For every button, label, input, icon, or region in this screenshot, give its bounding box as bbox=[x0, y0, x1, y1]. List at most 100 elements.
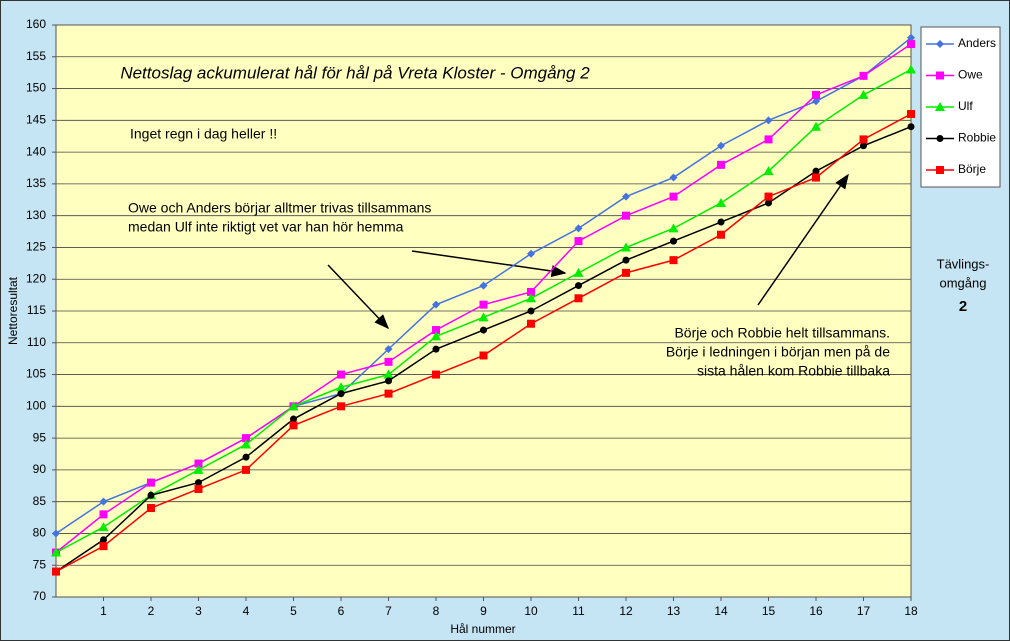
marker bbox=[432, 300, 440, 309]
marker bbox=[100, 536, 107, 544]
legend-marker bbox=[936, 166, 944, 174]
x-tick-label: 1 bbox=[100, 604, 107, 618]
marker bbox=[147, 491, 155, 499]
legend-marker bbox=[936, 135, 944, 142]
marker bbox=[669, 192, 678, 201]
x-tick-label: 9 bbox=[480, 604, 487, 618]
annotation: Owe och Anders börjar alltmer trivas til… bbox=[128, 200, 431, 216]
y-tick-label: 150 bbox=[26, 81, 46, 95]
y-tick-label: 130 bbox=[26, 208, 46, 222]
y-axis-label: Nettoresultat bbox=[6, 276, 20, 345]
marker bbox=[432, 326, 440, 335]
side-note: Tävlings- bbox=[937, 256, 990, 271]
y-tick-label: 85 bbox=[33, 494, 47, 508]
y-tick-label: 155 bbox=[26, 49, 46, 63]
marker bbox=[812, 167, 820, 175]
x-tick-label: 2 bbox=[148, 604, 155, 618]
annotation: Börje i ledningen i början men på de bbox=[666, 344, 890, 360]
marker bbox=[907, 40, 915, 49]
marker bbox=[383, 369, 394, 379]
x-axis-label: Hål nummer bbox=[450, 622, 515, 636]
y-tick-label: 100 bbox=[26, 399, 46, 413]
marker bbox=[431, 331, 441, 341]
marker bbox=[98, 522, 109, 532]
marker bbox=[337, 370, 345, 379]
x-tick-label: 13 bbox=[667, 604, 681, 618]
marker bbox=[99, 497, 108, 506]
marker bbox=[812, 97, 820, 106]
x-tick-label: 18 bbox=[904, 604, 918, 618]
marker bbox=[573, 267, 584, 277]
x-tick-label: 11 bbox=[572, 604, 585, 618]
marker bbox=[147, 478, 155, 487]
marker bbox=[622, 256, 630, 264]
marker bbox=[432, 345, 440, 353]
marker bbox=[242, 453, 250, 461]
marker bbox=[336, 382, 346, 392]
x-tick-label: 16 bbox=[809, 604, 823, 618]
marker bbox=[811, 121, 821, 131]
arrow bbox=[411, 250, 567, 278]
x-tick-label: 10 bbox=[524, 604, 538, 618]
marker bbox=[575, 282, 582, 290]
marker bbox=[432, 370, 440, 379]
marker bbox=[668, 223, 679, 233]
marker bbox=[764, 116, 773, 125]
legend-label: Ulf bbox=[958, 99, 973, 113]
x-tick-label: 7 bbox=[385, 604, 392, 618]
marker bbox=[622, 192, 630, 201]
y-tick-label: 160 bbox=[26, 17, 46, 31]
marker bbox=[526, 293, 536, 303]
marker bbox=[765, 199, 772, 207]
marker bbox=[288, 401, 299, 411]
marker bbox=[907, 109, 915, 118]
marker bbox=[669, 256, 678, 265]
marker bbox=[858, 89, 869, 99]
legend-marker bbox=[936, 71, 944, 80]
marker bbox=[384, 345, 393, 354]
arrow bbox=[757, 173, 849, 306]
marker bbox=[194, 484, 203, 493]
x-tick-label: 3 bbox=[195, 604, 202, 618]
marker bbox=[670, 237, 677, 245]
marker bbox=[384, 389, 393, 398]
marker bbox=[669, 173, 678, 182]
marker bbox=[716, 197, 726, 207]
annotation: Inget regn i dag heller !! bbox=[130, 126, 277, 142]
marker bbox=[478, 312, 489, 322]
y-tick-label: 80 bbox=[33, 526, 47, 540]
y-tick-label: 140 bbox=[26, 144, 46, 158]
marker bbox=[337, 402, 345, 411]
arrow bbox=[327, 264, 390, 330]
marker bbox=[907, 33, 915, 42]
x-tick-label: 17 bbox=[857, 604, 871, 618]
marker bbox=[527, 287, 535, 296]
marker bbox=[574, 224, 583, 233]
annotation: Börje och Robbie helt tillsammans. bbox=[674, 325, 890, 341]
x-tick-label: 4 bbox=[243, 604, 250, 618]
marker bbox=[289, 421, 298, 430]
x-tick-label: 6 bbox=[338, 604, 345, 618]
marker bbox=[337, 390, 345, 398]
marker bbox=[622, 268, 630, 277]
marker bbox=[717, 141, 725, 150]
y-tick-label: 115 bbox=[27, 303, 46, 317]
y-tick-label: 110 bbox=[27, 335, 46, 349]
side-note-number: 2 bbox=[959, 298, 967, 315]
marker bbox=[194, 459, 203, 468]
marker bbox=[241, 439, 251, 449]
marker bbox=[717, 160, 725, 169]
marker bbox=[763, 166, 774, 176]
marker bbox=[99, 510, 108, 519]
legend-marker bbox=[936, 40, 944, 48]
marker bbox=[290, 415, 297, 423]
marker bbox=[51, 547, 61, 557]
legend-marker bbox=[935, 102, 945, 111]
marker bbox=[52, 567, 60, 576]
marker bbox=[574, 294, 583, 303]
marker bbox=[717, 230, 725, 239]
marker bbox=[193, 464, 204, 474]
marker bbox=[479, 300, 488, 309]
x-tick-label: 5 bbox=[290, 604, 297, 618]
